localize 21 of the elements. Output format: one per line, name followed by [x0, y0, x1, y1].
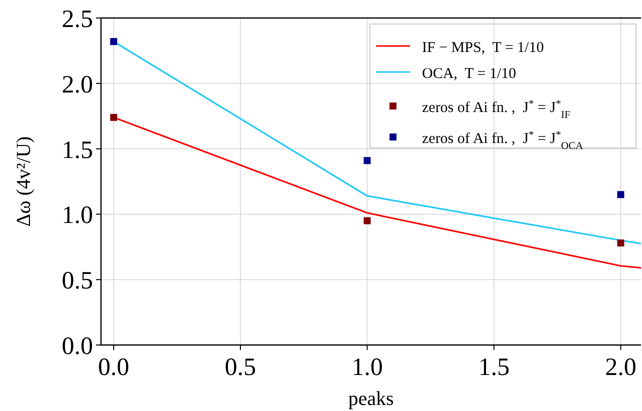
y-tick-label: 0.5 [62, 268, 93, 295]
legend-label: OCA, T = 1/10 [422, 66, 516, 82]
x-axis-title: peaks [348, 388, 394, 410]
y-tick-label: 1.0 [62, 202, 93, 230]
x-tick-label: 1.0 [352, 354, 383, 381]
x-tick-label: 0.0 [98, 354, 130, 381]
point [110, 114, 118, 121]
y-tick-label: 1.5 [62, 136, 93, 164]
y-axis-title: Δω (4v²/U) [13, 136, 35, 227]
legend-label: IF − MPS, T = 1/10 [422, 40, 544, 56]
x-tick-label: 2.0 [605, 354, 636, 381]
x-tick-label: 1.5 [478, 354, 510, 381]
point [364, 157, 371, 164]
point [364, 217, 371, 224]
y-tick-label: 2.5 [62, 6, 93, 33]
point [617, 191, 624, 198]
y-tick-label: 0.0 [62, 333, 93, 360]
point [110, 38, 118, 46]
y-tick-label: 2.0 [62, 71, 93, 98]
point [617, 239, 624, 246]
x-tick-label: 0.5 [224, 354, 256, 381]
